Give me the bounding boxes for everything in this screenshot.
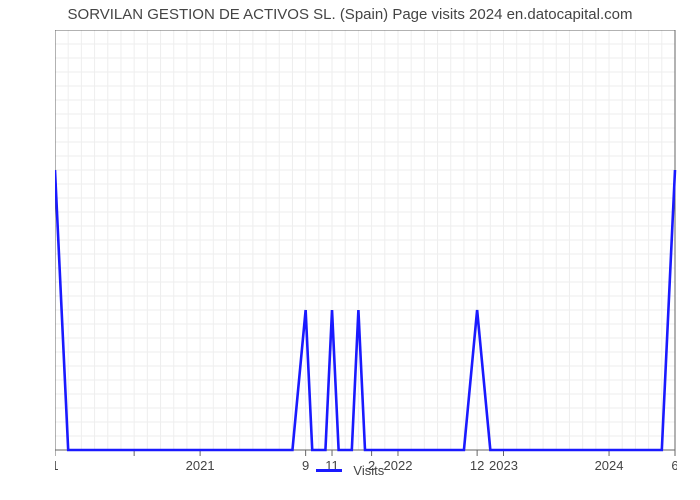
chart-legend: Visits: [0, 462, 700, 478]
legend-swatch: [316, 469, 342, 472]
chart-title: SORVILAN GESTION DE ACTIVOS SL. (Spain) …: [0, 6, 700, 24]
line-chart-plot: 0123120219112202212202320246: [55, 30, 677, 490]
legend-label: Visits: [353, 463, 384, 478]
chart-title-text: SORVILAN GESTION DE ACTIVOS SL. (Spain) …: [68, 6, 633, 23]
chart-container: SORVILAN GESTION DE ACTIVOS SL. (Spain) …: [0, 0, 700, 500]
